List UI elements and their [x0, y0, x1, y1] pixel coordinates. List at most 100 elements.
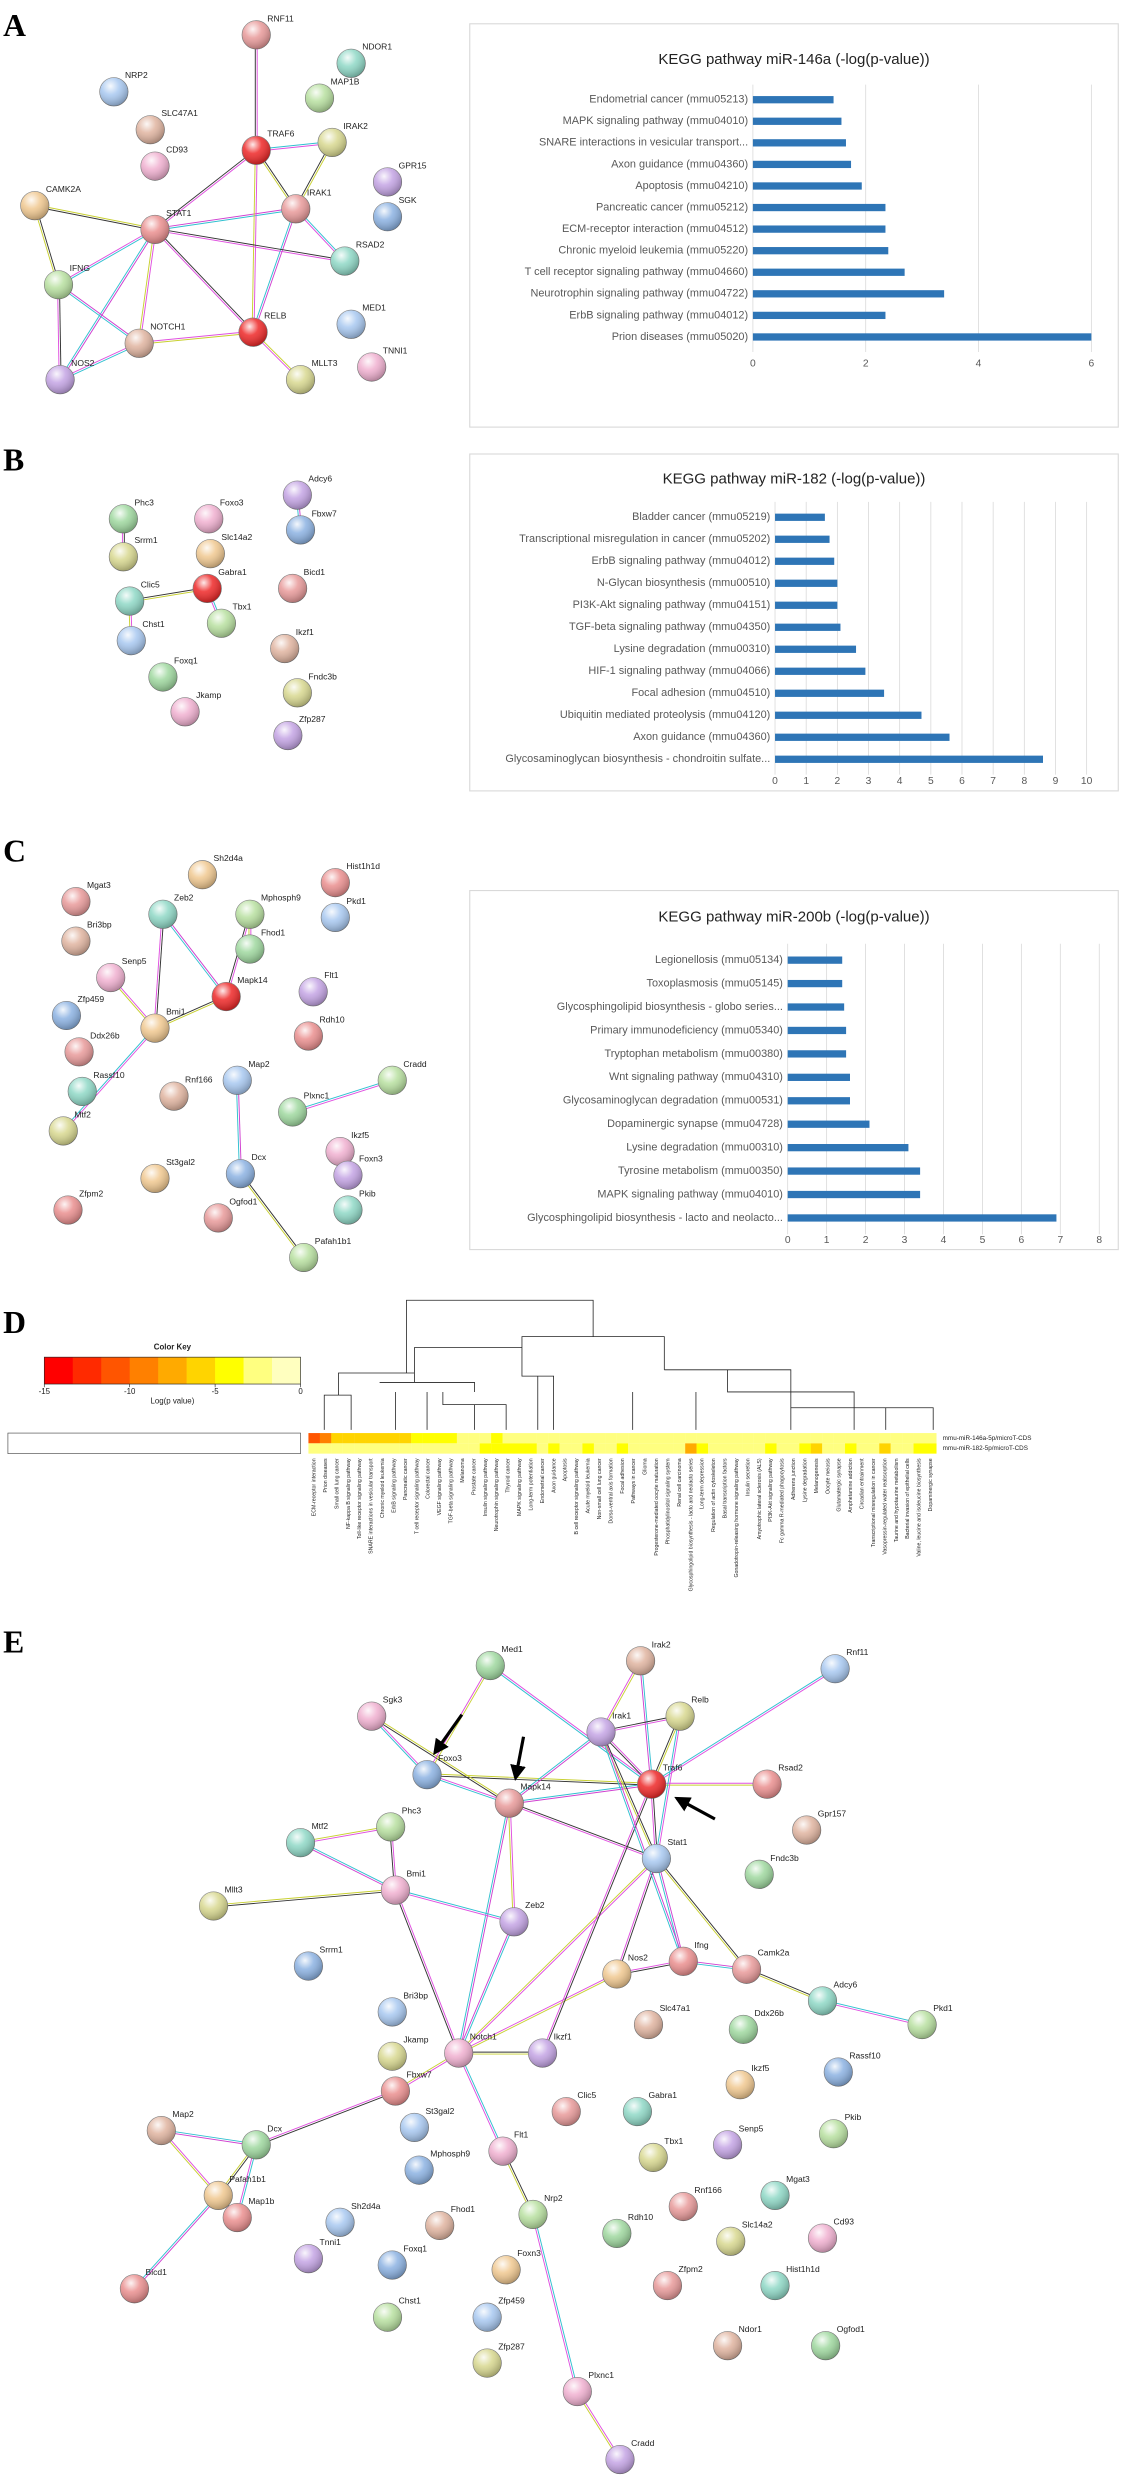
bar: [787, 1190, 921, 1199]
x-tick-label: 8: [1021, 776, 1027, 787]
node-label: Mtf2: [74, 1109, 91, 1119]
network-edge: [656, 1858, 685, 1962]
heatmap-cell: [902, 1433, 914, 1444]
bar: [752, 311, 886, 320]
network-edge: [57, 284, 60, 380]
heatmap-cell: [867, 1433, 880, 1444]
heatmap-cell: [354, 1433, 366, 1444]
network-edge: [509, 1801, 657, 1859]
node-shine: [602, 1959, 632, 1989]
column-label: Adherens junction: [791, 1458, 797, 1500]
chart-frame: [469, 23, 1119, 428]
node-label: CD93: [166, 145, 188, 155]
heatmap-cell: [319, 1433, 332, 1444]
node-shine: [188, 860, 217, 889]
node-label: Cradd: [403, 1059, 426, 1069]
network-edge: [155, 228, 255, 332]
network-edge: [489, 1665, 652, 1786]
node-label: Srrm1: [320, 1945, 343, 1955]
node-label: Mapk14: [237, 975, 268, 985]
node-shine: [241, 2130, 271, 2160]
x-tick-label: 1: [824, 1235, 830, 1246]
node-shine: [278, 574, 307, 603]
network-edge: [601, 1731, 658, 1859]
network-edge: [459, 2052, 505, 2151]
chart-title: KEGG pathway miR-200b (-log(p-value)): [658, 908, 929, 925]
network-edge: [507, 1803, 514, 1922]
category-label: MAPK signaling pathway (mmu04010): [597, 1188, 783, 1200]
node-label: Zfp459: [498, 2296, 525, 2306]
node-shine: [148, 662, 178, 692]
x-tick-label: 6: [1089, 359, 1095, 370]
color-key-tick-label: -5: [212, 1387, 220, 1396]
node-shine: [713, 2130, 742, 2160]
network-edge: [58, 284, 62, 380]
node-shine: [488, 2136, 518, 2166]
node-shine: [642, 1844, 671, 1873]
column-label: NF-kappa B signaling pathway: [346, 1458, 352, 1529]
column-label: Apoptosis: [563, 1458, 569, 1481]
node-shine: [824, 2057, 853, 2087]
column-label: Amphetamine addiction: [848, 1458, 854, 1512]
heatmap-cell: [548, 1433, 560, 1444]
node-shine: [373, 167, 402, 197]
column-label: Thyroid cancer: [506, 1458, 512, 1493]
node-label: Foxo3: [220, 497, 244, 507]
bar: [787, 1026, 847, 1035]
x-tick-label: 2: [834, 776, 840, 787]
network-edge: [139, 330, 254, 343]
node-label: Zfp287: [498, 2342, 525, 2352]
node-label: NRP2: [125, 70, 148, 80]
category-label: Endometrial cancer (mmu05213): [589, 94, 748, 106]
network-edge: [137, 229, 155, 344]
network-edge: [163, 913, 228, 997]
node-shine: [192, 574, 222, 603]
node-label: Irak1: [612, 1710, 631, 1720]
node-shine: [286, 515, 315, 545]
x-tick-label: 7: [990, 776, 996, 787]
node-label: MAP1B: [331, 77, 360, 87]
category-label: Neurotrophin signaling pathway (mmu04722…: [530, 288, 748, 300]
node-shine: [472, 2348, 502, 2378]
heatmap-cell: [331, 1443, 343, 1454]
network-edge: [655, 1858, 747, 1971]
network-edge: [235, 1080, 240, 1174]
node-shine: [653, 2271, 682, 2300]
node-shine: [223, 1066, 252, 1095]
node-shine: [425, 2211, 454, 2240]
network-edge: [161, 2131, 257, 2147]
node-label: Chst1: [399, 2296, 422, 2306]
node-label: Pkd1: [933, 2003, 953, 2013]
network-edge: [459, 1803, 511, 2054]
heatmap-cell: [331, 1433, 343, 1444]
column-label: Valine, leucine and isoleucine biosynthe…: [917, 1458, 923, 1557]
node-shine: [109, 504, 138, 534]
x-tick-label: 6: [959, 776, 965, 787]
node-shine: [52, 1001, 81, 1030]
row-label: mmu-miR-182-5p/microT-CDS: [943, 1445, 1028, 1452]
node-shine: [223, 2203, 252, 2232]
row-label: mmu-miR-146a-5p/microT-CDS: [943, 1435, 1032, 1442]
network-edge: [655, 1858, 683, 1962]
column-label: Glioma: [643, 1458, 649, 1475]
node-label: Fbxw7: [406, 2069, 431, 2079]
bar: [775, 601, 838, 609]
node-label: Camk2a: [758, 1948, 790, 1958]
chart-title: KEGG pathway miR-146a (-log(p-value)): [658, 51, 929, 68]
network-edge: [656, 1716, 682, 1859]
node-shine: [170, 697, 200, 727]
node-label: Mllt3: [225, 1884, 243, 1894]
panel-letter: E: [3, 1624, 24, 1659]
node-shine: [357, 1701, 386, 1731]
category-label: Transcriptional misregulation in cancer …: [519, 533, 770, 545]
network-edge: [255, 2089, 396, 2145]
network-edge: [154, 207, 296, 229]
x-tick-label: 0: [785, 1235, 791, 1246]
heatmap-cell: [845, 1433, 857, 1444]
node-label: Sgk3: [383, 1695, 403, 1705]
node-label: Pafah1b1: [315, 1236, 352, 1246]
column-label: Glycosphingolipid biosynthesis - lacto a…: [688, 1458, 694, 1591]
node-label: Rassf10: [93, 1070, 125, 1080]
network-edge: [542, 1784, 653, 2054]
node-label: Plxnc1: [304, 1090, 330, 1100]
